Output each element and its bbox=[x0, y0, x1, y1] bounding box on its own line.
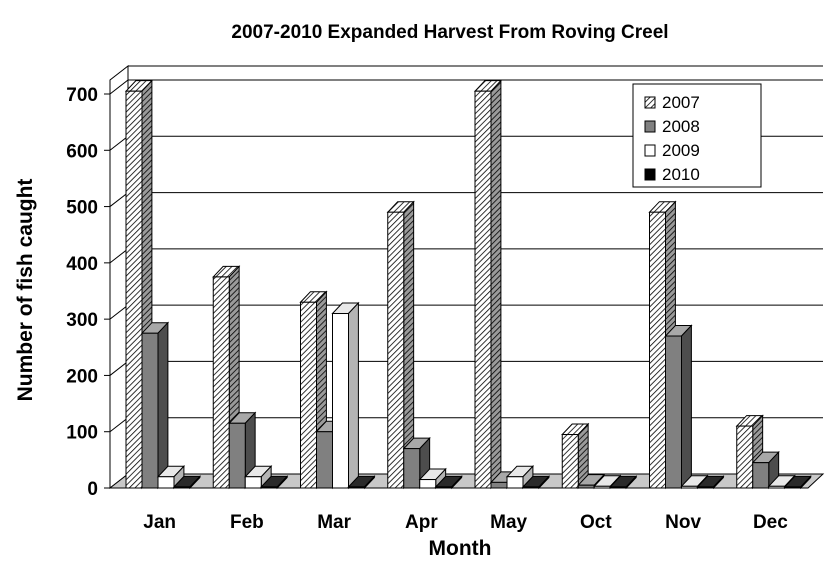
y-axis-title: Number of fish caught bbox=[14, 179, 37, 402]
x-tick-label: May bbox=[490, 512, 527, 533]
bar-feb-2010 bbox=[260, 475, 289, 490]
x-tick-label: Nov bbox=[665, 512, 701, 533]
legend-swatch-2008 bbox=[644, 120, 656, 133]
bar-may-2007 bbox=[473, 79, 503, 490]
legend-swatch-2007 bbox=[644, 96, 656, 109]
gridline bbox=[109, 79, 823, 95]
y-axis-ticks: 0 100 200 300 400 500 600 700 bbox=[66, 80, 111, 500]
bar-dec-2010 bbox=[783, 475, 812, 490]
bar-jan-2010 bbox=[172, 475, 202, 490]
x-axis-ticks: Jan Feb Mar Apr May Oct Nov Dec bbox=[110, 487, 808, 533]
legend-label-2009: 2009 bbox=[662, 141, 700, 160]
x-tick-label: Dec bbox=[753, 512, 788, 533]
bar-mar-2010 bbox=[347, 475, 376, 490]
x-axis-title: Month bbox=[429, 537, 492, 560]
chart-title: 2007-2010 Expanded Harvest From Roving C… bbox=[231, 22, 668, 43]
gridline bbox=[109, 192, 823, 207]
x-tick-label: Jan bbox=[143, 512, 176, 533]
bar-marks bbox=[124, 79, 812, 490]
legend: 2007 2008 2009 2010 bbox=[632, 83, 762, 188]
y-tick-label: 500 bbox=[66, 198, 98, 219]
y-tick-label: 300 bbox=[66, 310, 98, 331]
y-tick-label: 600 bbox=[66, 141, 98, 162]
legend-label-2008: 2008 bbox=[662, 117, 700, 136]
legend-swatch-2009 bbox=[644, 144, 656, 157]
bar-jan-2008 bbox=[140, 321, 170, 490]
bar-jan-2007 bbox=[124, 79, 154, 490]
y-tick-label: 0 bbox=[87, 479, 98, 500]
y-tick-label: 100 bbox=[66, 423, 98, 444]
y-tick-label: 200 bbox=[66, 366, 98, 387]
y-tick-label: 400 bbox=[66, 254, 98, 275]
x-tick-label: Oct bbox=[580, 512, 612, 533]
y-tick-label: 700 bbox=[66, 85, 98, 106]
gridline bbox=[109, 248, 823, 264]
x-tick-label: Feb bbox=[230, 512, 264, 533]
x-tick-label: Mar bbox=[317, 512, 351, 533]
legend-label-2010: 2010 bbox=[662, 165, 700, 184]
bar-may-2010 bbox=[521, 475, 551, 490]
bar-mar-2009 bbox=[331, 301, 360, 490]
bar-nov-2008 bbox=[664, 324, 693, 490]
bar-feb-2009 bbox=[244, 464, 273, 490]
bar-apr-2007 bbox=[386, 200, 415, 490]
x-tick-label: Apr bbox=[405, 512, 438, 533]
legend-label-2007: 2007 bbox=[662, 93, 700, 112]
legend-swatch-2010 bbox=[644, 168, 656, 181]
